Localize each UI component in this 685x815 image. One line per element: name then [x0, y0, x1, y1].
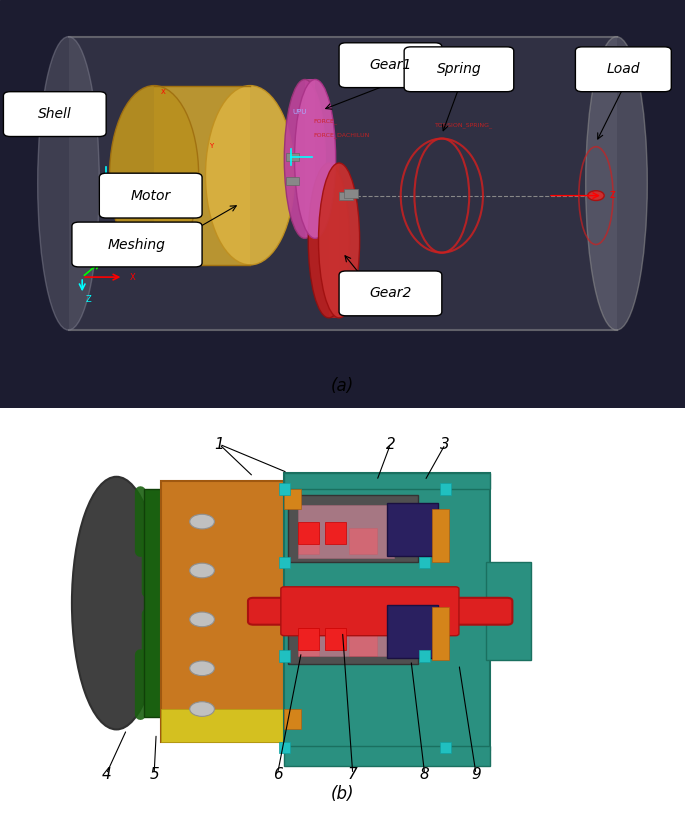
Text: Meshing: Meshing — [108, 237, 166, 252]
Circle shape — [190, 661, 214, 676]
Ellipse shape — [295, 79, 336, 238]
Bar — [339, 192, 353, 200]
Text: Gear1: Gear1 — [369, 58, 412, 73]
Bar — [298, 526, 319, 554]
Text: 1: 1 — [214, 437, 224, 452]
Text: 6: 6 — [273, 767, 282, 782]
FancyBboxPatch shape — [161, 481, 288, 742]
Bar — [286, 178, 299, 186]
Text: Shell: Shell — [38, 107, 72, 121]
Bar — [440, 742, 451, 753]
Circle shape — [190, 514, 214, 529]
Text: FORCE_DACHILUN: FORCE_DACHILUN — [314, 133, 370, 139]
Text: Y: Y — [106, 249, 111, 258]
Bar — [161, 709, 288, 742]
Text: (b): (b) — [331, 785, 354, 803]
Bar — [419, 650, 430, 662]
Bar — [279, 650, 290, 662]
Ellipse shape — [586, 37, 647, 330]
Bar — [284, 473, 490, 489]
Bar — [298, 628, 319, 656]
Ellipse shape — [319, 163, 360, 318]
Text: FORCE_: FORCE_ — [314, 118, 338, 124]
Bar — [298, 607, 394, 656]
Text: Z: Z — [610, 191, 615, 200]
Bar — [329, 163, 339, 318]
Text: TORSION_SPRING_: TORSION_SPRING_ — [435, 122, 493, 128]
Bar — [349, 528, 377, 554]
Bar — [305, 80, 315, 238]
Bar — [344, 190, 358, 198]
Bar — [144, 489, 161, 717]
Bar — [486, 562, 531, 660]
Bar — [298, 628, 319, 650]
Ellipse shape — [72, 477, 161, 729]
Bar — [279, 742, 290, 753]
Circle shape — [190, 563, 214, 578]
FancyBboxPatch shape — [339, 42, 442, 87]
FancyBboxPatch shape — [281, 587, 459, 636]
Bar — [279, 483, 290, 495]
Ellipse shape — [284, 79, 325, 238]
Bar — [440, 483, 451, 495]
Text: Y: Y — [209, 143, 213, 149]
Text: 9: 9 — [471, 767, 481, 782]
FancyBboxPatch shape — [72, 222, 202, 267]
Ellipse shape — [308, 163, 349, 318]
Bar — [325, 628, 346, 650]
Text: 2: 2 — [386, 437, 395, 452]
Ellipse shape — [206, 86, 295, 265]
FancyBboxPatch shape — [3, 91, 106, 136]
Text: Load: Load — [607, 62, 640, 77]
Bar — [284, 709, 301, 729]
Text: 4: 4 — [101, 767, 111, 782]
Bar — [298, 522, 319, 544]
Circle shape — [190, 702, 214, 716]
Bar — [288, 495, 418, 562]
Text: (a): (a) — [331, 377, 354, 395]
Circle shape — [190, 612, 214, 627]
Text: 8: 8 — [420, 767, 429, 782]
Bar — [432, 509, 449, 562]
Text: X: X — [161, 89, 166, 95]
Bar — [349, 629, 377, 656]
Bar — [68, 37, 616, 330]
FancyBboxPatch shape — [575, 46, 671, 91]
Text: 7: 7 — [348, 767, 358, 782]
Text: UPU: UPU — [292, 109, 307, 115]
Text: Z: Z — [86, 295, 91, 304]
Ellipse shape — [110, 86, 199, 265]
Text: 3: 3 — [440, 437, 450, 452]
Bar — [154, 86, 250, 265]
Bar — [387, 503, 438, 556]
Bar — [286, 153, 299, 161]
Circle shape — [588, 191, 604, 200]
Bar — [298, 505, 394, 558]
Bar — [432, 607, 449, 660]
FancyBboxPatch shape — [248, 598, 512, 624]
FancyBboxPatch shape — [99, 173, 202, 218]
Ellipse shape — [38, 37, 99, 330]
Bar — [284, 746, 490, 766]
FancyBboxPatch shape — [404, 46, 514, 91]
Bar — [419, 557, 430, 568]
Bar — [284, 489, 301, 509]
Text: Spring: Spring — [436, 62, 482, 77]
Text: 5: 5 — [149, 767, 159, 782]
Bar — [279, 557, 290, 568]
Bar — [387, 605, 438, 659]
FancyBboxPatch shape — [339, 271, 442, 315]
Bar — [288, 597, 418, 664]
Text: Gear2: Gear2 — [369, 286, 412, 301]
FancyBboxPatch shape — [284, 473, 490, 750]
Bar — [325, 522, 346, 544]
Text: X: X — [130, 272, 136, 282]
Text: Motor: Motor — [131, 188, 171, 203]
